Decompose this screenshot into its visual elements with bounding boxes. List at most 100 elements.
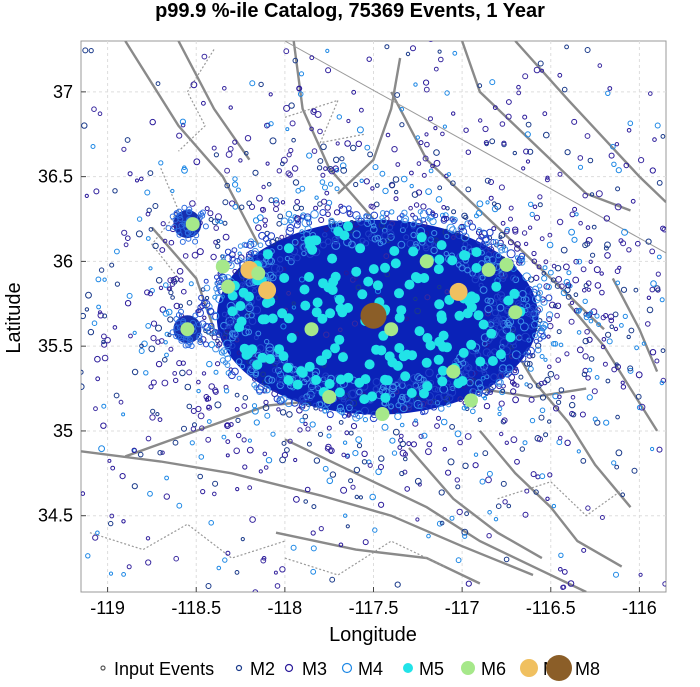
event-marker (558, 552, 564, 558)
event-marker (378, 464, 384, 470)
event-marker-m4 (301, 250, 307, 257)
event-marker (163, 340, 168, 345)
event-marker (149, 414, 156, 421)
event-marker (148, 384, 154, 390)
event-marker (297, 427, 303, 433)
event-marker (216, 565, 222, 571)
event-marker (503, 556, 510, 563)
event-marker (582, 353, 589, 360)
event-marker-m4 (175, 228, 182, 234)
event-marker (381, 423, 389, 431)
event-marker-m4 (354, 410, 364, 420)
event-marker-m4 (496, 303, 505, 312)
event-marker (310, 568, 317, 575)
event-marker (555, 357, 562, 363)
event-marker (528, 276, 535, 283)
event-marker (529, 211, 535, 217)
event-marker (518, 374, 524, 380)
event-marker (311, 108, 317, 113)
event-marker (256, 194, 263, 202)
event-marker-m4 (328, 220, 338, 230)
event-marker (590, 252, 596, 258)
event-marker-m4 (352, 211, 361, 220)
event-marker (264, 122, 270, 129)
event-marker (200, 489, 206, 495)
fault-line (478, 430, 623, 568)
event-marker-m4 (363, 213, 372, 222)
event-marker (362, 417, 368, 423)
event-marker (394, 581, 401, 588)
event-marker (585, 225, 591, 230)
event-marker (541, 275, 548, 282)
event-marker (620, 492, 626, 498)
event-marker (635, 240, 641, 247)
event-marker (326, 477, 334, 485)
event-marker-m4 (271, 367, 278, 374)
x-tick-label: -119 (90, 598, 125, 618)
event-marker (288, 102, 295, 109)
event-marker (500, 220, 506, 226)
event-marker (318, 217, 325, 223)
event-marker (305, 426, 311, 432)
event-marker-m4 (284, 398, 294, 408)
event-marker (313, 457, 321, 464)
event-marker (574, 212, 579, 217)
event-marker (126, 564, 132, 570)
event-marker-m4 (484, 374, 490, 380)
event-marker (238, 158, 243, 163)
event-marker (410, 441, 417, 448)
event-marker (465, 580, 472, 587)
event-marker (58, 237, 62, 241)
event-marker (276, 168, 282, 174)
event-marker-m4 (284, 255, 290, 262)
event-marker-m5 (389, 246, 400, 256)
event-marker-m4 (430, 246, 438, 255)
event-marker (224, 167, 231, 174)
event-marker-m5 (462, 308, 473, 319)
event-marker (576, 258, 583, 265)
event-marker (213, 225, 219, 231)
event-marker (242, 464, 248, 470)
event-marker-m4 (536, 289, 544, 296)
event-marker (163, 282, 169, 288)
event-marker-m5 (267, 313, 278, 324)
event-marker-m4 (258, 231, 267, 240)
legend-marker (461, 661, 475, 675)
event-marker-m4 (532, 314, 540, 322)
event-marker (610, 143, 616, 150)
event-marker-m4 (479, 229, 488, 239)
event-marker-m4 (420, 376, 427, 383)
event-marker (208, 217, 214, 222)
event-marker (441, 205, 447, 210)
event-marker (532, 204, 538, 210)
event-marker-m4 (523, 351, 530, 357)
event-marker (190, 426, 197, 432)
event-marker-m4 (180, 318, 187, 325)
event-marker-m5 (436, 240, 447, 251)
event-marker-m4 (431, 385, 439, 393)
event-marker-m4 (332, 238, 339, 245)
event-marker (352, 450, 359, 457)
event-marker (463, 127, 469, 133)
event-marker (155, 81, 161, 86)
event-marker-m4 (220, 254, 227, 260)
event-marker (285, 210, 293, 218)
event-marker (506, 503, 512, 509)
event-marker-m5 (475, 356, 486, 367)
event-marker (487, 510, 492, 515)
event-marker-m4 (532, 294, 541, 304)
event-marker (211, 218, 219, 226)
event-marker (648, 91, 653, 96)
fault-line (177, 41, 251, 161)
event-marker (631, 467, 638, 474)
event-marker (126, 292, 133, 299)
event-marker-m4 (430, 403, 438, 411)
event-marker (143, 370, 149, 376)
event-marker-m4 (484, 297, 491, 304)
event-marker (370, 186, 375, 191)
event-marker (179, 118, 186, 125)
event-marker-m5 (283, 243, 294, 254)
event-marker (547, 232, 553, 238)
event-marker-m4 (525, 346, 535, 356)
event-marker (101, 339, 106, 345)
